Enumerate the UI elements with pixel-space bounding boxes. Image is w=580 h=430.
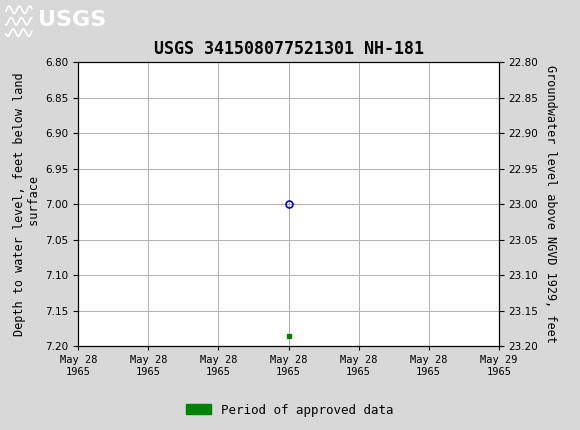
Legend: Period of approved data: Period of approved data [181,399,399,421]
Title: USGS 341508077521301 NH-181: USGS 341508077521301 NH-181 [154,40,423,58]
Text: USGS: USGS [38,10,106,31]
Y-axis label: Groundwater level above NGVD 1929, feet: Groundwater level above NGVD 1929, feet [544,65,557,343]
Y-axis label: Depth to water level, feet below land
 surface: Depth to water level, feet below land su… [13,72,41,336]
